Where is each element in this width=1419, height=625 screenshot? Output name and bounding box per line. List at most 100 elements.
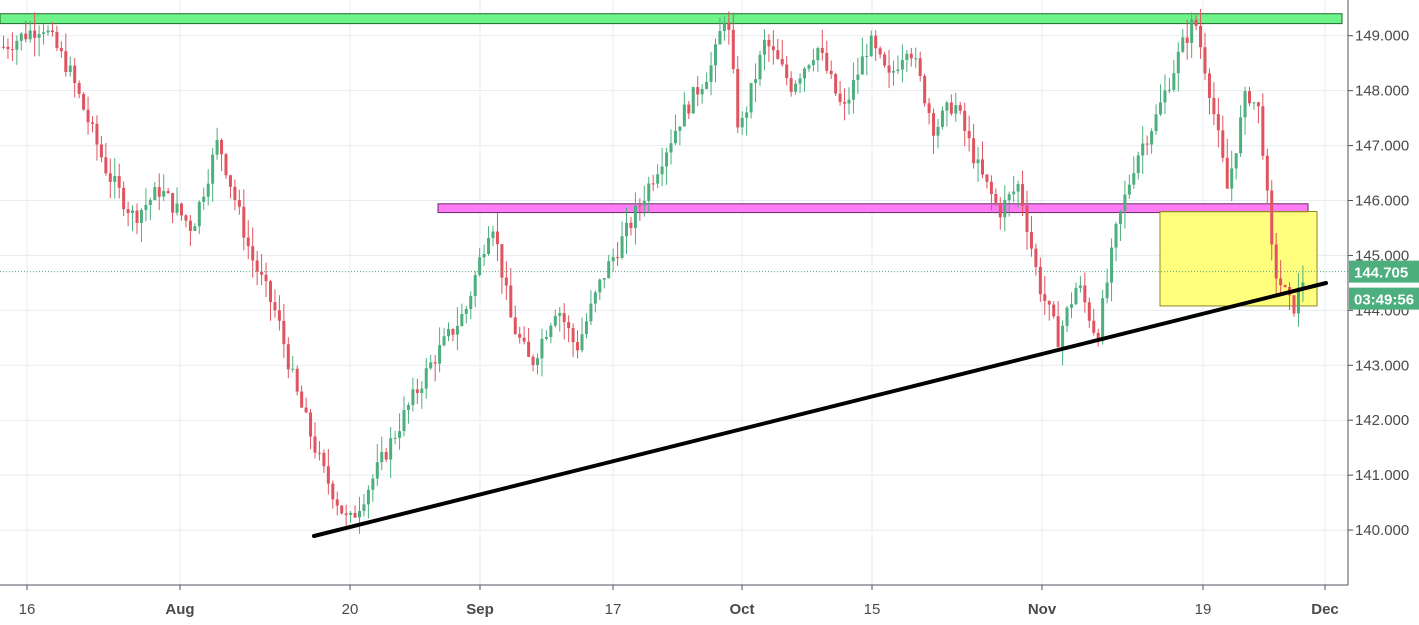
candle-body bbox=[1159, 102, 1162, 115]
candle-body bbox=[1078, 285, 1082, 288]
candle-body bbox=[224, 154, 228, 176]
candle-body bbox=[651, 183, 655, 185]
candle-body bbox=[1230, 168, 1234, 189]
candle-body bbox=[678, 126, 682, 131]
candle-body bbox=[384, 452, 388, 460]
candle-body bbox=[380, 452, 384, 463]
candle-body bbox=[242, 206, 246, 238]
candle-body bbox=[1087, 302, 1091, 321]
resistance-zone-mid bbox=[437, 203, 1309, 214]
candle-body bbox=[64, 51, 68, 73]
candle-body bbox=[1252, 102, 1256, 104]
candle-body bbox=[269, 281, 272, 303]
candle-body bbox=[331, 483, 335, 500]
candle-body bbox=[807, 65, 811, 69]
candle-body bbox=[981, 159, 984, 175]
candle-body bbox=[927, 103, 931, 114]
candle-body bbox=[607, 261, 611, 279]
candle-body bbox=[19, 33, 23, 41]
x-tick-label: 17 bbox=[605, 601, 622, 618]
candle-body bbox=[322, 452, 326, 467]
candle-body bbox=[1029, 231, 1033, 249]
candle-body bbox=[602, 278, 606, 280]
candle-body bbox=[527, 341, 531, 357]
candle-body bbox=[740, 117, 744, 128]
candle-body bbox=[202, 196, 206, 202]
candle-body bbox=[567, 322, 571, 329]
candle-body bbox=[442, 336, 446, 346]
candle-body bbox=[1016, 184, 1020, 192]
candle-body bbox=[184, 215, 188, 221]
current-price-tag bbox=[1349, 260, 1419, 283]
candle-body bbox=[371, 478, 375, 490]
candle-body bbox=[989, 181, 993, 194]
candle-body bbox=[620, 236, 624, 258]
candle-body bbox=[851, 79, 855, 100]
candle-body bbox=[909, 53, 913, 59]
candle-body bbox=[1065, 307, 1069, 326]
candle-body bbox=[375, 462, 379, 479]
candle-body bbox=[353, 512, 357, 518]
candle-body bbox=[900, 60, 904, 70]
candle-body bbox=[171, 193, 175, 213]
candle-body bbox=[589, 303, 593, 322]
candle-body bbox=[491, 231, 495, 238]
candle-body bbox=[1167, 89, 1171, 91]
candle-body bbox=[291, 368, 295, 370]
candle-body bbox=[923, 75, 927, 104]
candle-body bbox=[487, 237, 491, 255]
candle-body bbox=[1248, 91, 1251, 104]
candle-body bbox=[1176, 51, 1180, 74]
candle-body bbox=[967, 130, 971, 139]
candle-body bbox=[1083, 285, 1087, 303]
candle-body bbox=[1074, 287, 1078, 305]
candle-body bbox=[718, 31, 722, 45]
candle-body bbox=[1096, 332, 1100, 342]
candle-body bbox=[144, 204, 148, 210]
candle-body bbox=[131, 210, 135, 213]
candle-body bbox=[420, 388, 424, 393]
candle-body bbox=[1185, 37, 1189, 43]
candle-body bbox=[1181, 37, 1185, 52]
candle-body bbox=[625, 222, 628, 237]
grid-layer bbox=[0, 0, 1348, 585]
candle-body bbox=[722, 22, 726, 32]
candle-body bbox=[598, 279, 602, 293]
y-tick-label: 142.000 bbox=[1355, 412, 1409, 429]
candle-body bbox=[1114, 223, 1118, 248]
candle-body bbox=[273, 302, 277, 311]
candle-body bbox=[157, 187, 161, 197]
candle-body bbox=[549, 325, 553, 338]
candle-body bbox=[1110, 247, 1114, 283]
candle-body bbox=[99, 144, 103, 158]
candle-body bbox=[1274, 244, 1278, 279]
candle-body bbox=[1163, 90, 1167, 103]
candle-body bbox=[1101, 298, 1105, 342]
candle-body bbox=[77, 82, 81, 94]
candle-body bbox=[1301, 282, 1305, 288]
candle-body bbox=[411, 389, 415, 406]
candle-body bbox=[829, 70, 833, 75]
candle-body bbox=[665, 152, 669, 167]
candle-body bbox=[2, 46, 5, 48]
candle-body bbox=[687, 104, 691, 114]
candle-body bbox=[398, 431, 402, 438]
candle-body bbox=[433, 362, 437, 364]
y-tick-label: 148.000 bbox=[1355, 83, 1409, 100]
candle-body bbox=[188, 220, 192, 231]
candle-body bbox=[415, 389, 419, 393]
candle-body bbox=[758, 54, 762, 80]
candle-body bbox=[1043, 294, 1047, 301]
candle-body bbox=[544, 337, 548, 339]
candle-body bbox=[162, 191, 166, 197]
candle-body bbox=[95, 123, 99, 145]
candle-body bbox=[1265, 155, 1269, 191]
candle-body bbox=[767, 39, 771, 47]
candle-body bbox=[91, 122, 94, 124]
candle-body bbox=[393, 437, 397, 439]
candle-body bbox=[1021, 184, 1025, 206]
candle-body bbox=[1194, 19, 1198, 26]
candle-body bbox=[780, 58, 784, 65]
annotation-layer bbox=[0, 13, 1343, 307]
